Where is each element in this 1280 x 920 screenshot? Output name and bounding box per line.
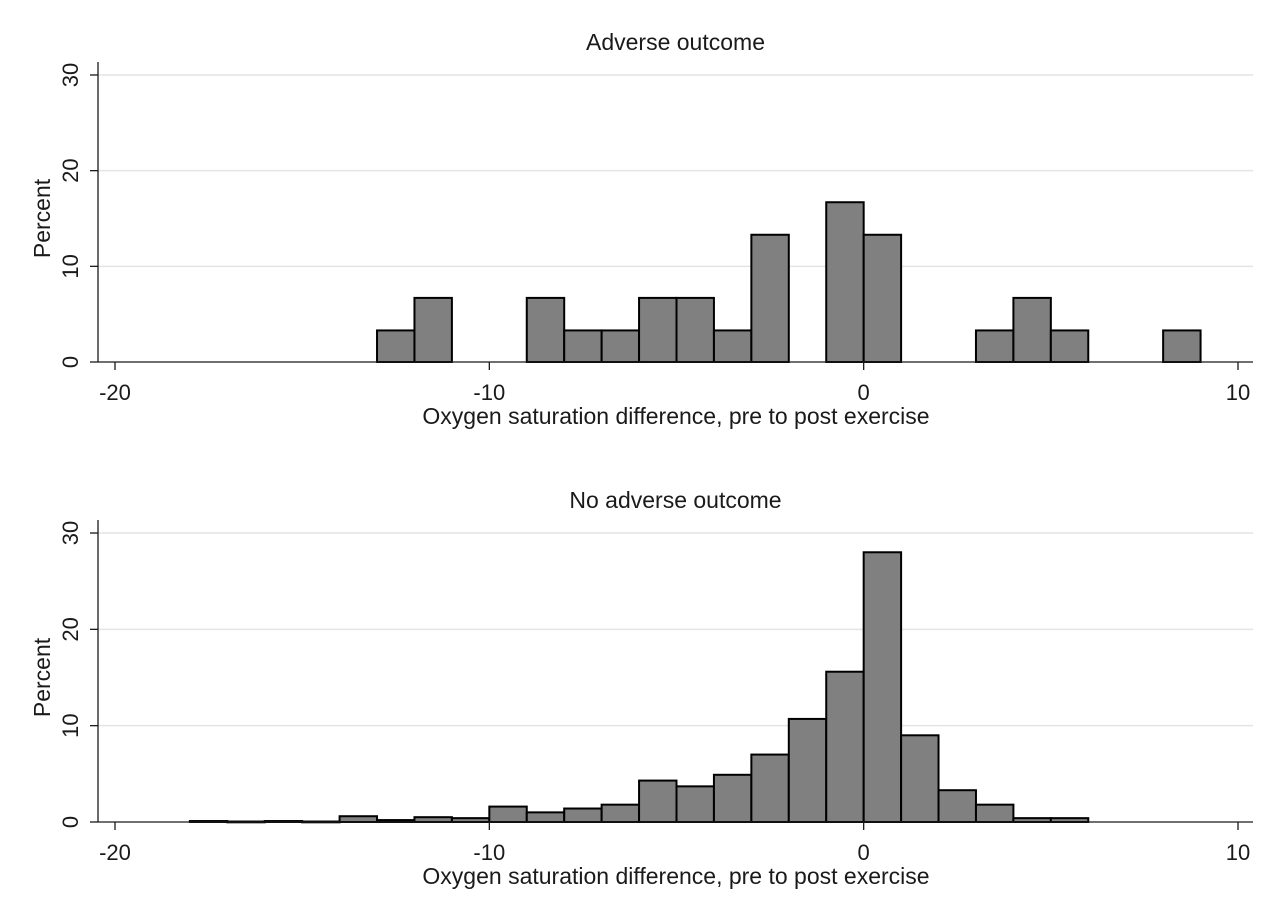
y-tick-label: 10 [58, 254, 83, 278]
x-tick-label: 0 [858, 380, 870, 405]
histogram-bar [525, 296, 566, 363]
histogram-bar [937, 789, 977, 824]
y-axis-label: Percent [29, 178, 55, 258]
histogram-bar [675, 785, 715, 824]
x-tick-label: 10 [1226, 840, 1250, 865]
y-tick-label: 20 [58, 617, 83, 641]
histogram-bar [1162, 329, 1202, 363]
histogram-bar [376, 329, 416, 363]
histogram-bar [825, 670, 865, 823]
x-axis-label: Oxygen saturation difference, pre to pos… [422, 863, 929, 889]
y-tick-label: 0 [58, 356, 83, 368]
histogram-bar [413, 816, 453, 824]
y-tick-label: 20 [58, 158, 83, 182]
histogram-bar [600, 803, 641, 823]
histogram-bar [563, 329, 603, 363]
histogram-bar [1012, 296, 1052, 363]
chart-title: No adverse outcome [569, 487, 781, 513]
y-tick-label: 10 [58, 713, 83, 737]
histogram-bar [712, 773, 753, 824]
x-tick-label: -20 [99, 840, 131, 865]
histogram-bar [862, 551, 903, 823]
y-axis-label: Percent [29, 637, 55, 717]
y-tick-label: 0 [58, 816, 83, 828]
histogram-bar [638, 296, 678, 363]
x-axis-label: Oxygen saturation difference, pre to pos… [422, 403, 929, 429]
histogram-bar [750, 233, 790, 363]
histogram-bar [600, 329, 641, 363]
x-tick-label: 10 [1226, 380, 1250, 405]
y-tick-label: 30 [58, 63, 83, 87]
histogram-bar [413, 296, 453, 363]
x-tick-label: -20 [99, 380, 131, 405]
histogram-bar [825, 201, 865, 363]
panel-adverse-outcome: 0 10 20 30 -20 -10 0 10 Adverse outcome Oxygen sa… [29, 29, 1253, 429]
chart-title: Adverse outcome [586, 29, 765, 55]
histogram-bar [900, 734, 940, 823]
histogram-bar [712, 329, 753, 363]
histogram-bar [787, 717, 828, 824]
histogram-bar [862, 233, 903, 363]
panel-no-adverse-outcome: 0 10 20 30 -20 -10 0 10 No adverse outcome Oxygen… [29, 487, 1253, 889]
y-tick-label: 30 [58, 521, 83, 545]
histogram-bar [563, 807, 603, 823]
x-tick-label: 0 [858, 840, 870, 865]
histogram-bar [1049, 329, 1090, 363]
histogram-bar [488, 805, 528, 824]
x-tick-label: -10 [473, 840, 505, 865]
histogram-bar [974, 329, 1015, 363]
histogram-bar [525, 811, 566, 823]
histogram-bar [675, 296, 715, 363]
histogram-bar [638, 779, 678, 823]
histogram-bar [338, 815, 379, 823]
x-tick-label: -10 [473, 380, 505, 405]
histogram-bar [974, 803, 1015, 823]
histogram-bar [750, 753, 790, 823]
